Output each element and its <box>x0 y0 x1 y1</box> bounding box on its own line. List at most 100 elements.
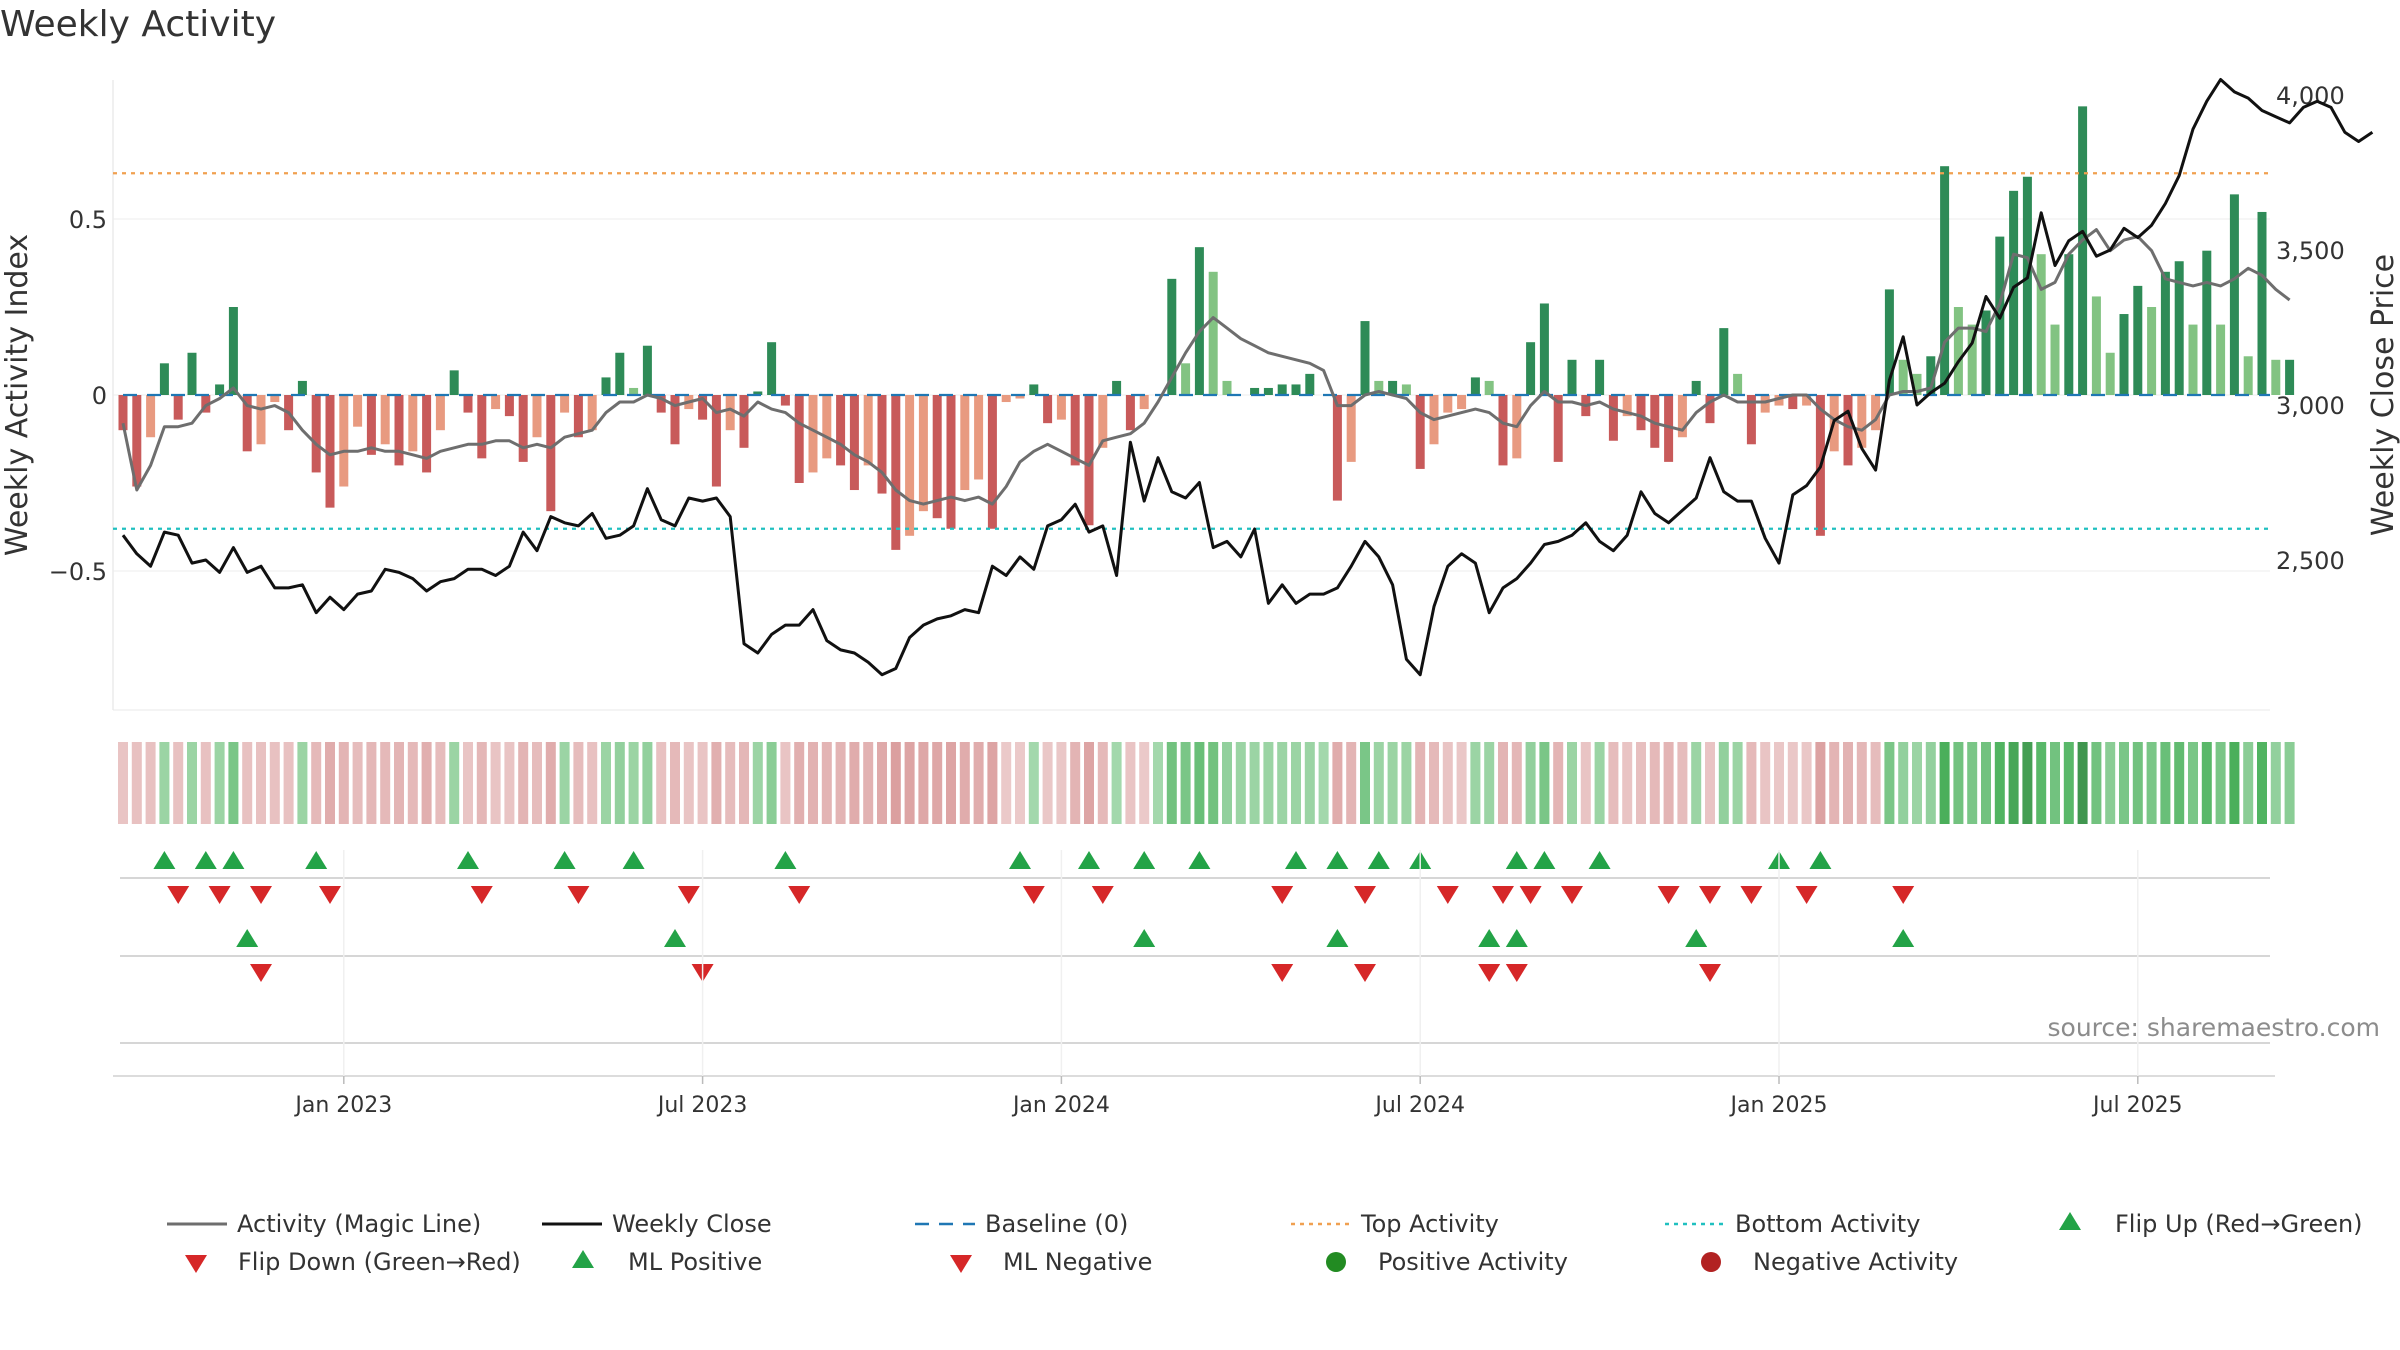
flip-down-marker <box>1561 886 1583 904</box>
activity-bar <box>629 387 639 395</box>
heatmap-cell <box>1484 742 1495 824</box>
activity-bar <box>1484 380 1494 395</box>
activity-bar <box>435 395 445 431</box>
activity-bar <box>1194 247 1204 395</box>
heatmap-cell <box>2008 742 2019 824</box>
heatmap-cell <box>808 742 818 824</box>
flip-up-marker <box>1133 851 1156 869</box>
activity-bar <box>1181 363 1191 395</box>
heatmap-cell <box>2063 742 2074 824</box>
flip-up-marker <box>1326 851 1349 869</box>
activity-bar <box>1705 395 1715 424</box>
heatmap-cell <box>1194 742 1205 824</box>
activity-bar <box>408 395 418 452</box>
activity-bar <box>946 395 956 529</box>
heatmap-cell <box>1056 742 1067 824</box>
ml-positive-marker <box>1133 929 1156 947</box>
heatmap-cell <box>2270 742 2281 824</box>
heatmap-cell <box>173 742 184 824</box>
heatmap-cell <box>269 742 280 824</box>
activity-bar <box>1250 387 1260 395</box>
flip-down-marker <box>1892 886 1915 904</box>
activity-bar <box>228 307 238 395</box>
heatmap-cell <box>739 742 749 824</box>
heatmap-cell <box>352 742 363 824</box>
legend-item: Bottom Activity <box>1665 1210 1920 1238</box>
activity-bar <box>1401 384 1411 395</box>
activity-bar <box>1001 395 1011 403</box>
flip-down-marker <box>1492 886 1514 904</box>
heatmap-cell <box>187 742 197 824</box>
activity-bar <box>711 395 721 487</box>
activity-bar <box>1788 395 1798 410</box>
activity-bar <box>1967 324 1977 395</box>
heatmap-cell <box>1111 742 1122 824</box>
activity-bar <box>1056 395 1066 420</box>
heatmap-cell <box>2257 742 2267 824</box>
flip-up-marker <box>553 851 576 869</box>
activity-bar <box>1498 395 1508 466</box>
activity-bar <box>366 395 376 455</box>
activity-bars <box>118 106 2295 550</box>
heatmap-cell <box>545 742 556 824</box>
heatmap-cell <box>311 742 322 824</box>
heatmap-cell <box>670 742 680 824</box>
activity-bar <box>725 395 735 431</box>
activity-bar <box>353 395 363 427</box>
activity-bar <box>1139 395 1149 410</box>
heatmap-cell <box>242 742 253 824</box>
heatmap-cell <box>1539 742 1550 824</box>
activity-bar <box>587 395 597 431</box>
activity-bar <box>380 395 390 445</box>
heatmap-cell <box>504 742 515 824</box>
flip-up-marker <box>1533 851 1556 869</box>
ml-positive-marker <box>1685 929 1708 947</box>
activity-bar <box>1774 395 1784 406</box>
activity-bar <box>242 395 252 452</box>
heatmap-cell <box>2284 742 2295 824</box>
heatmap-cell <box>1387 742 1398 824</box>
x-tick-label: Jul 2025 <box>2091 1093 2183 1118</box>
activity-bar <box>394 395 404 466</box>
x-tick-label: Jan 2023 <box>293 1093 392 1118</box>
legend-label: Flip Down (Green→Red) <box>238 1248 521 1276</box>
activity-bar <box>2202 250 2212 395</box>
legend-label: ML Negative <box>1003 1248 1152 1276</box>
heatmap-cell <box>1084 742 1094 824</box>
activity-bar <box>325 395 335 508</box>
heatmap-cell <box>1594 742 1605 824</box>
heatmap-cell <box>711 742 722 824</box>
activity-bar <box>187 352 197 395</box>
legend-item: Weekly Close <box>542 1210 772 1238</box>
activity-bar <box>1719 328 1729 395</box>
legend-swatch <box>2059 1212 2081 1230</box>
flip-down-marker <box>1699 886 1721 904</box>
flip-up-marker <box>774 851 797 869</box>
flip-up-marker <box>1078 851 1100 869</box>
legend-label: Weekly Close <box>612 1210 772 1238</box>
activity-bar <box>2009 190 2019 395</box>
activity-bar <box>1470 377 1480 395</box>
ml-negative-marker <box>1478 964 1501 982</box>
activity-bar <box>863 395 873 466</box>
heatmap-cell <box>1787 742 1798 824</box>
heatmap-cell <box>380 742 391 824</box>
heatmap-cell <box>628 742 639 824</box>
activity-bar <box>960 395 970 491</box>
y2-tick-label: 3,000 <box>2276 392 2345 420</box>
activity-heatmap <box>118 742 2295 824</box>
activity-bar <box>270 395 280 403</box>
heatmap-cell <box>904 742 915 824</box>
heatmap-cell <box>1967 742 1978 824</box>
heatmap-cell <box>490 742 501 824</box>
activity-bar <box>2036 254 2046 395</box>
heatmap-cell <box>1498 742 1508 824</box>
heatmap-cell <box>2119 742 2129 824</box>
flip-down-marker <box>1271 886 1294 904</box>
flip-down-marker <box>1795 886 1818 904</box>
heatmap-cell <box>2132 742 2143 824</box>
activity-bar <box>1567 359 1577 395</box>
activity-bar <box>1415 395 1425 469</box>
activity-bar <box>698 395 708 420</box>
heatmap-cell <box>2050 742 2060 824</box>
